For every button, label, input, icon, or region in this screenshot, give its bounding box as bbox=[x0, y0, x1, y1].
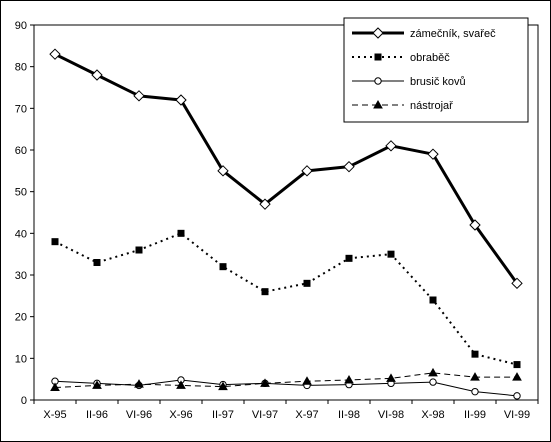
legend-marker bbox=[374, 53, 382, 61]
data-point bbox=[429, 378, 437, 386]
legend-label: brusič kovů bbox=[410, 76, 466, 88]
data-point bbox=[470, 372, 480, 381]
data-point bbox=[512, 372, 522, 381]
data-point bbox=[218, 381, 228, 391]
legend-entry: zámečník, svařeč bbox=[352, 27, 496, 40]
data-point bbox=[301, 165, 313, 177]
data-point bbox=[93, 259, 101, 266]
series-3 bbox=[51, 376, 521, 400]
legend-entry: nástrojař bbox=[352, 99, 453, 112]
y-tick-label: 60 bbox=[15, 145, 27, 157]
data-point bbox=[50, 382, 60, 391]
data-point bbox=[51, 238, 59, 246]
x-tick-label: VI-98 bbox=[378, 409, 404, 421]
legend-label: obraběč bbox=[410, 52, 450, 64]
data-point bbox=[259, 198, 271, 210]
y-tick-label: 70 bbox=[15, 103, 27, 115]
x-tick-label: II-98 bbox=[338, 409, 360, 421]
data-point bbox=[513, 392, 521, 400]
data-point bbox=[387, 250, 395, 258]
data-point bbox=[427, 148, 439, 160]
x-tick-label: X-96 bbox=[169, 409, 192, 421]
data-point bbox=[344, 374, 354, 384]
data-point bbox=[260, 378, 270, 387]
data-point bbox=[217, 165, 229, 177]
data-point bbox=[261, 288, 269, 296]
series-4 bbox=[50, 367, 522, 391]
data-point bbox=[135, 246, 143, 254]
data-point bbox=[385, 140, 397, 152]
legend-entry: brusič kovů bbox=[352, 76, 466, 88]
axes: 0 10 20 30 40 50 60 70 80 90 X-95 II-96 VI-96 X-96 II-… bbox=[15, 20, 539, 421]
x-tick-label: X-98 bbox=[421, 409, 444, 421]
data-point bbox=[469, 219, 481, 231]
x-tick-label: II-96 bbox=[86, 409, 108, 421]
series-1 bbox=[49, 48, 523, 290]
x-tick-label: VI-99 bbox=[504, 409, 530, 421]
data-point bbox=[49, 48, 61, 60]
data-point bbox=[303, 279, 311, 287]
data-point bbox=[511, 277, 523, 290]
legend-marker bbox=[372, 27, 384, 39]
y-tick-label: 50 bbox=[15, 187, 27, 199]
y-tick-label: 40 bbox=[15, 228, 27, 240]
series-layer bbox=[49, 48, 523, 400]
x-tick-label: X-97 bbox=[295, 409, 318, 421]
data-point bbox=[471, 387, 479, 396]
data-point bbox=[386, 373, 396, 382]
y-tick-label: 0 bbox=[21, 395, 27, 407]
series-line bbox=[54, 52, 519, 285]
y-tick-label: 10 bbox=[15, 353, 27, 365]
series-line bbox=[54, 372, 517, 388]
series-line bbox=[54, 232, 518, 366]
x-tick-label: VI-96 bbox=[126, 409, 152, 421]
legend: zámečník, svařeč obraběč brusič kovů nástro… bbox=[343, 17, 529, 123]
data-point bbox=[428, 367, 438, 377]
data-point bbox=[345, 254, 353, 262]
x-tick-label: X-95 bbox=[43, 409, 66, 421]
series-line bbox=[54, 379, 518, 397]
data-point bbox=[175, 94, 187, 106]
data-point bbox=[91, 69, 103, 81]
data-point bbox=[176, 380, 186, 389]
y-tick-label: 20 bbox=[15, 312, 27, 324]
data-point bbox=[134, 379, 144, 388]
y-tick-label: 30 bbox=[15, 270, 27, 282]
series-2 bbox=[51, 229, 521, 369]
data-point bbox=[429, 296, 437, 304]
legend-label: zámečník, svařeč bbox=[410, 28, 496, 40]
data-point bbox=[513, 361, 521, 369]
legend-marker bbox=[374, 77, 382, 85]
data-point bbox=[177, 229, 185, 237]
x-tick-label: II-97 bbox=[212, 409, 234, 421]
data-point bbox=[133, 90, 145, 102]
legend-label: nástrojař bbox=[410, 100, 453, 112]
data-point bbox=[302, 376, 312, 385]
y-tick-label: 90 bbox=[15, 20, 27, 32]
data-point bbox=[343, 160, 355, 173]
data-point bbox=[92, 380, 102, 389]
legend-marker bbox=[373, 99, 383, 109]
legend-entry: obraběč bbox=[352, 52, 450, 64]
data-point bbox=[471, 350, 479, 358]
data-point bbox=[219, 263, 227, 271]
x-tick-label: II-99 bbox=[464, 409, 486, 421]
y-tick-label: 80 bbox=[15, 62, 27, 74]
x-tick-label: VI-97 bbox=[252, 409, 278, 421]
